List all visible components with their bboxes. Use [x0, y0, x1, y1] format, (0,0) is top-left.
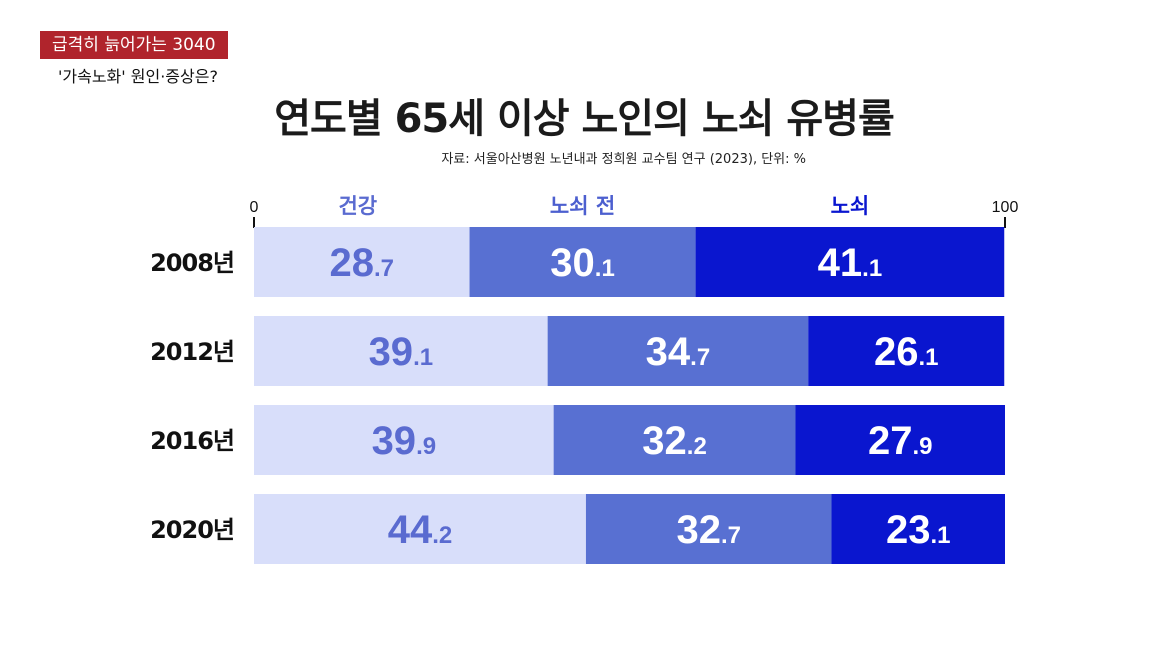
- axis-tick-label: 100: [992, 199, 1019, 216]
- topic-tag: 급격히 늙어가는 3040: [40, 31, 228, 59]
- bar-segment: [469, 227, 696, 297]
- data-label: 32.7: [676, 508, 741, 552]
- data-label: 26.1: [874, 330, 939, 374]
- category-label: 2012년: [150, 338, 234, 366]
- bar-segment: [795, 405, 1005, 475]
- bar-segment: [254, 405, 554, 475]
- legend-label: 노쇠 전: [550, 194, 615, 218]
- data-label: 44.2: [388, 508, 453, 552]
- data-label: 32.2: [642, 419, 707, 463]
- data-label: 39.9: [372, 419, 437, 463]
- topic-subtitle: '가속노화' 원인·증상은?: [58, 67, 218, 86]
- category-label: 2016년: [150, 427, 234, 455]
- axis-tick-label: 0: [250, 199, 259, 216]
- data-label: 30.1: [550, 241, 615, 285]
- chart-source: 자료: 서울아산병원 노년내과 정희원 교수팀 연구 (2023), 단위: %: [441, 152, 806, 167]
- bar-segment: [695, 227, 1005, 297]
- data-label: 39.1: [369, 330, 434, 374]
- bar-segment: [553, 405, 796, 475]
- data-label: 41.1: [818, 241, 883, 285]
- bar-segment: [808, 316, 1005, 386]
- data-label: 23.1: [886, 508, 951, 552]
- bar-segment: [254, 227, 470, 297]
- legend-label: 노쇠: [831, 194, 870, 218]
- bar-segment: [254, 316, 548, 386]
- category-label: 2008년: [150, 249, 234, 277]
- bar-segment: [585, 494, 832, 564]
- data-label: 28.7: [330, 241, 395, 285]
- bar-segment: [254, 494, 586, 564]
- data-label: 27.9: [868, 419, 933, 463]
- chart-title: 연도별 65세 이상 노인의 노쇠 유병률: [274, 96, 895, 142]
- data-label: 34.7: [646, 330, 711, 374]
- legend-label: 건강: [338, 194, 377, 218]
- bar-segment: [547, 316, 809, 386]
- category-label: 2020년: [150, 516, 234, 544]
- bar-segment: [831, 494, 1005, 564]
